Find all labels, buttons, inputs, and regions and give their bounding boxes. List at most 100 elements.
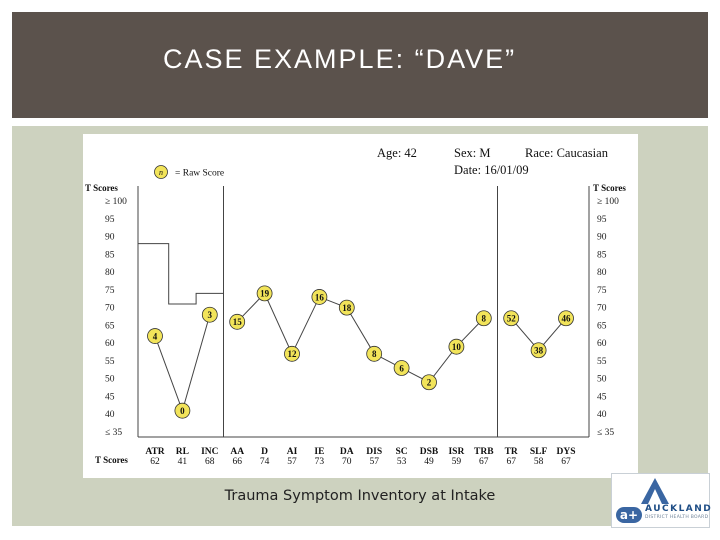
raw-score-label: 46 <box>562 314 572 324</box>
raw-score-marker <box>311 289 328 305</box>
raw-score-marker <box>421 374 437 391</box>
raw-score-marker <box>201 306 218 323</box>
y-tick-right: 45 <box>597 392 607 402</box>
raw-score-label: 10 <box>452 342 462 352</box>
y-tick-left: 90 <box>105 233 115 243</box>
raw-score-label: 8 <box>482 314 487 324</box>
y-tick-left: 60 <box>105 339 115 349</box>
y-tick-left: 45 <box>105 392 115 402</box>
y-tick-left: 50 <box>105 375 115 385</box>
raw-score-marker <box>558 310 574 327</box>
t-score-value: 67 <box>506 457 516 467</box>
logo-name: AUCKLAND <box>645 504 713 514</box>
slide-caption: Trauma Symptom Inventory at Intake <box>224 488 496 504</box>
scale-label: IE <box>314 447 324 457</box>
y-tick-right: 85 <box>597 250 607 260</box>
t-score-value: 67 <box>561 457 571 467</box>
raw-score-marker <box>338 299 355 316</box>
y-tick-left: 95 <box>105 215 115 225</box>
raw-score-label: 15 <box>233 317 243 327</box>
y-tick-left: 55 <box>105 357 115 367</box>
legend-marker <box>154 165 168 179</box>
scale-label: ATR <box>145 447 164 457</box>
y-axis-title-left: T Scores <box>85 183 118 193</box>
logo-mark-icon <box>641 478 669 504</box>
scale-label: TRB <box>474 447 494 457</box>
t-score-row-label: T Scores <box>95 455 128 465</box>
scale-label: DSB <box>420 447 439 457</box>
t-score-value: 74 <box>260 457 270 467</box>
slide-header <box>12 12 708 118</box>
y-tick-right: 70 <box>597 304 607 314</box>
raw-score-marker <box>147 328 163 344</box>
y-tick-left: 85 <box>105 250 115 260</box>
raw-score-marker <box>475 310 492 327</box>
y-tick-right: 60 <box>597 339 607 349</box>
raw-score-label: 3 <box>208 310 213 320</box>
y-ticks-right: ≥ 100 95 90 85 80 75 70 65 60 55 50 45 40 ≤ 35 <box>597 197 619 438</box>
t-score-value: 67 <box>479 457 489 467</box>
raw-score-label: 52 <box>507 314 517 324</box>
y-tick-right: 40 <box>597 410 607 420</box>
scale-label: RL <box>176 447 189 457</box>
scale-label: DYS <box>556 447 575 457</box>
legend-text: = Raw Score <box>175 169 224 179</box>
scale-label: DIS <box>366 447 382 457</box>
scale-label: ISR <box>448 447 464 457</box>
raw-score-marker <box>530 342 547 359</box>
sex-label: Sex: M <box>454 146 490 160</box>
y-tick-left: 75 <box>105 286 115 296</box>
raw-score-label: 16 <box>315 292 325 302</box>
t-score-value: 53 <box>397 457 407 467</box>
scale-labels: ATR RL INC AA D AI IE DA DIS SC DSB ISR TRB TR SLF DYS <box>145 447 575 457</box>
y-axis-title-right: T Scores <box>593 183 626 193</box>
y-tick-right: 65 <box>597 321 607 331</box>
raw-score-label: 8 <box>372 349 377 359</box>
raw-score-markers: 4 0 3 15 19 12 16 18 8 6 2 10 8 52 38 46 <box>147 285 574 419</box>
t-score-value: 70 <box>342 457 352 467</box>
y-tick-right: 55 <box>597 357 607 367</box>
y-tick-right: 50 <box>597 375 607 385</box>
raw-score-marker <box>229 313 246 330</box>
y-tick-left: 65 <box>105 321 115 331</box>
y-tick-right: 90 <box>597 233 607 243</box>
legend-symbol: n <box>159 168 163 177</box>
y-tick-left: ≥ 100 <box>105 197 127 207</box>
scale-label: AI <box>287 447 298 457</box>
profile-line-clinical <box>236 292 485 383</box>
raw-score-label: 12 <box>288 349 298 359</box>
logo-a-plus: a+ <box>616 507 642 523</box>
t-score-value: 68 <box>205 457 215 467</box>
raw-score-label: 38 <box>534 346 544 356</box>
t-score-value: 62 <box>150 457 160 467</box>
race-label: Race: Caucasian <box>525 146 609 160</box>
age-label: Age: 42 <box>377 146 417 160</box>
scale-label: AA <box>230 447 244 457</box>
scale-label: SC <box>396 447 408 457</box>
raw-score-label: 19 <box>260 289 270 299</box>
y-tick-left: 80 <box>105 268 115 278</box>
y-tick-right: 80 <box>597 268 607 278</box>
t-score-value: 66 <box>232 457 242 467</box>
t-score-value: 59 <box>452 457 462 467</box>
raw-score-marker <box>256 285 273 302</box>
raw-score-label: 2 <box>427 378 432 388</box>
y-tick-right: ≤ 35 <box>597 428 614 438</box>
raw-score-label: 18 <box>342 303 352 313</box>
y-tick-left: 70 <box>105 304 115 314</box>
y-tick-right: 95 <box>597 215 607 225</box>
validity-step-line <box>138 243 224 305</box>
t-score-value: 57 <box>369 457 379 467</box>
scale-label: DA <box>340 447 354 457</box>
scale-label: TR <box>505 447 518 457</box>
slide-title: CASE EXAMPLE: “DAVE” <box>163 44 517 74</box>
date-label: Date: 16/01/09 <box>454 163 529 177</box>
t-score-value: 58 <box>534 457 544 467</box>
tsi-profile-chart: ≥ 100 95 90 85 80 75 70 65 60 55 50 45 40 ≤ 35 ≥ 100 9… <box>83 134 638 478</box>
logo-subtitle: DISTRICT HEALTH BOARD <box>645 515 709 520</box>
raw-score-label: 0 <box>180 406 185 416</box>
raw-score-label: 4 <box>153 331 158 341</box>
y-tick-left: 40 <box>105 410 115 420</box>
raw-score-marker <box>393 360 410 376</box>
